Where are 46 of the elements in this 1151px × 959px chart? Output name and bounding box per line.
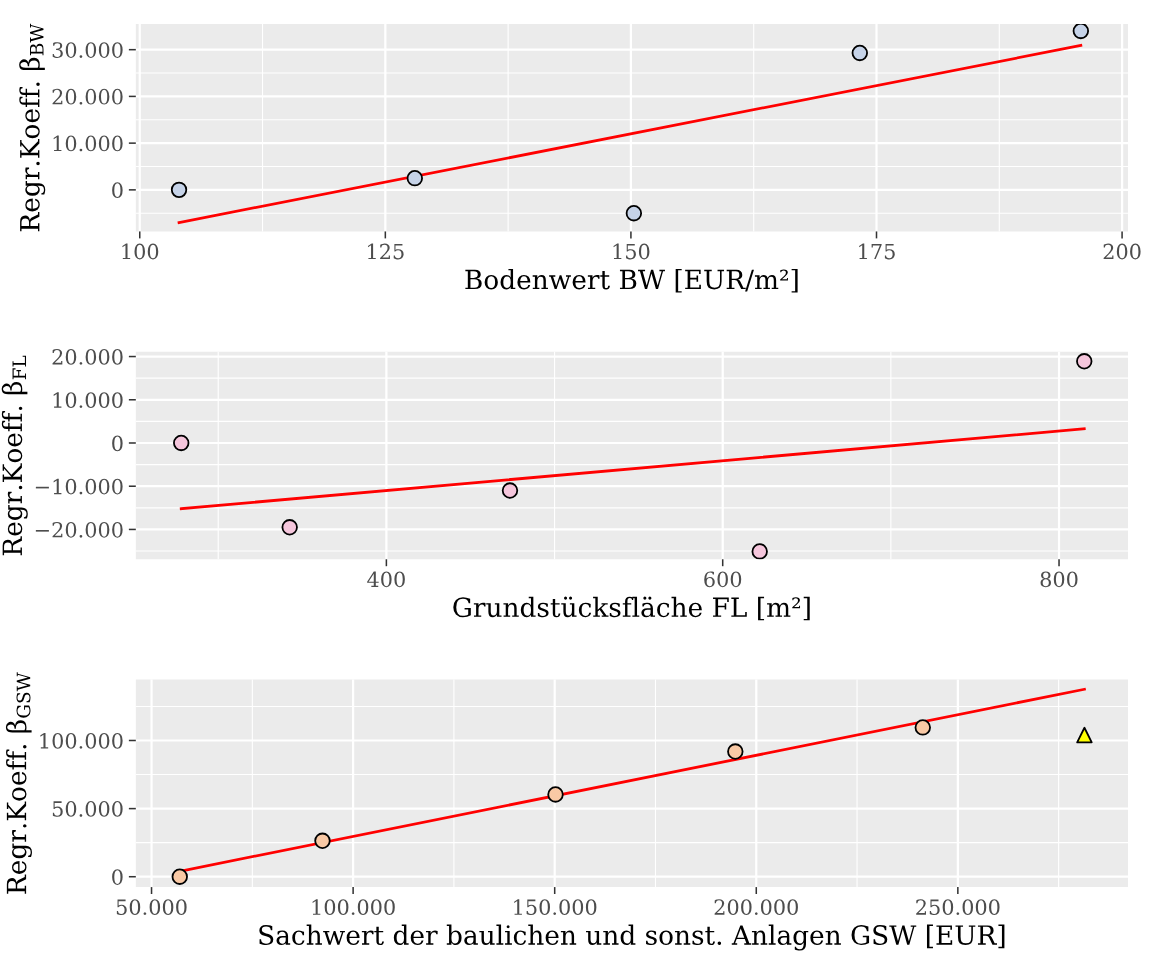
- y-tick-label: 20.000: [52, 348, 123, 365]
- y-tick-label: −20.000: [35, 521, 123, 538]
- point: [406, 169, 423, 187]
- point: [173, 434, 190, 452]
- point: [1076, 726, 1093, 744]
- point: [914, 719, 931, 736]
- y-axis-title: Regr.Koeff. β$_{GSW}$: [5, 672, 32, 894]
- x-tick-label: 800: [1040, 571, 1078, 588]
- y-axis-title: Regr.Koeff. β$_{FL}$: [1, 355, 28, 556]
- x-tick-label: 200: [1103, 243, 1141, 260]
- x-tick-label: 400: [367, 571, 405, 588]
- y-tick-label: 10.000: [53, 392, 123, 408]
- y-axis-title: Regr.Koeff. β$_{BW}$: [19, 23, 46, 232]
- y-tick-label: 0: [112, 435, 123, 452]
- x-tick-label: 600: [704, 571, 742, 588]
- point: [501, 482, 519, 499]
- point: [625, 205, 643, 222]
- point: [314, 832, 331, 849]
- y-tick-label: 100.000: [40, 732, 123, 749]
- x-axis-title: Sachwert der baulichen und sonst. Anlagen GSW [EUR]: [259, 924, 1005, 951]
- point: [727, 743, 744, 760]
- point: [171, 868, 188, 885]
- x-tick-label: 100: [122, 243, 159, 260]
- point: [1072, 23, 1090, 40]
- x-tick-label: 150: [613, 243, 650, 260]
- point: [851, 44, 868, 62]
- point: [170, 181, 188, 199]
- x-tick-label: 200.000: [714, 899, 798, 916]
- x-axis-title: Grundstücksfläche FL [m²]: [453, 596, 810, 621]
- x-tick-label: 250.000: [916, 899, 1000, 916]
- y-tick-label: 20.000: [52, 88, 123, 105]
- point: [281, 519, 298, 536]
- y-tick-label: 50.000: [52, 801, 123, 817]
- y-tick-label: 0: [112, 869, 123, 885]
- point: [547, 786, 564, 803]
- x-axis-title: Bodenwert BW [EUR/m²]: [465, 268, 798, 293]
- point: [751, 543, 768, 560]
- x-tick-label: 100.000: [312, 899, 395, 916]
- x-tick-label: 150.000: [514, 899, 597, 916]
- point: [1076, 353, 1093, 370]
- y-tick-label: −10.000: [35, 478, 123, 495]
- y-tick-label: 30.000: [52, 42, 123, 58]
- y-tick-label: 10.000: [53, 135, 123, 152]
- x-tick-label: 175: [859, 243, 895, 260]
- y-tick-label: 0: [112, 182, 123, 199]
- x-tick-label: 125: [367, 243, 404, 260]
